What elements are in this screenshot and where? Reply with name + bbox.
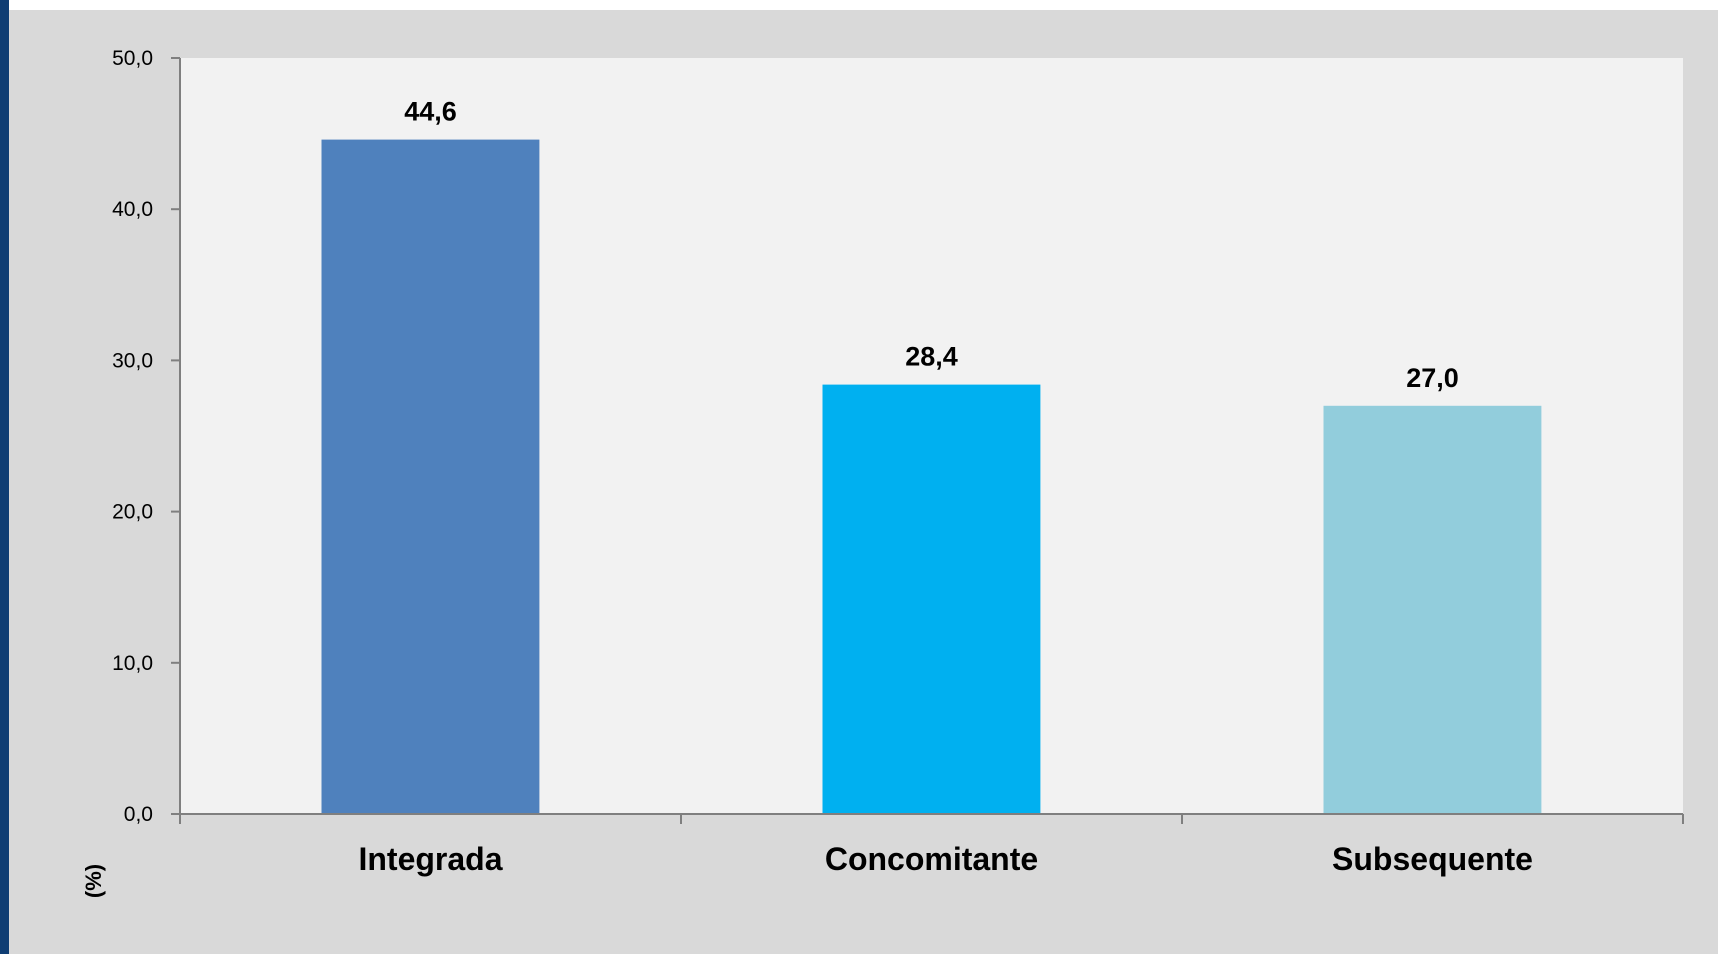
data-label-concomitante: 28,4	[905, 342, 958, 372]
axis-layer	[171, 57, 1684, 824]
data-label-integrada: 44,6	[404, 97, 457, 127]
left-accent-band	[0, 0, 9, 954]
y-tick-label: 20,0	[112, 501, 153, 524]
top-band	[9, 0, 1718, 10]
bar-subsequente	[1323, 405, 1542, 814]
bar-concomitante	[822, 384, 1041, 814]
labels-layer: 44,6 Integrada 28,4 Concomitante 27,0 Subsequ…	[112, 47, 1533, 877]
data-label-subsequente: 27,0	[1406, 363, 1459, 393]
y-tick-label: 10,0	[112, 652, 153, 675]
category-label-subsequente: Subsequente	[1332, 841, 1533, 877]
y-tick-label: 30,0	[112, 349, 153, 372]
y-tick-label: 40,0	[112, 198, 153, 221]
category-label-integrada: Integrada	[358, 841, 502, 877]
y-tick-label: 0,0	[124, 803, 153, 826]
bars-layer	[321, 139, 1542, 815]
y-tick-label: 50,0	[112, 47, 153, 70]
bar-integrada	[321, 139, 540, 815]
category-label-concomitante: Concomitante	[825, 841, 1038, 877]
y-axis-unit-label: (%)	[81, 864, 106, 898]
